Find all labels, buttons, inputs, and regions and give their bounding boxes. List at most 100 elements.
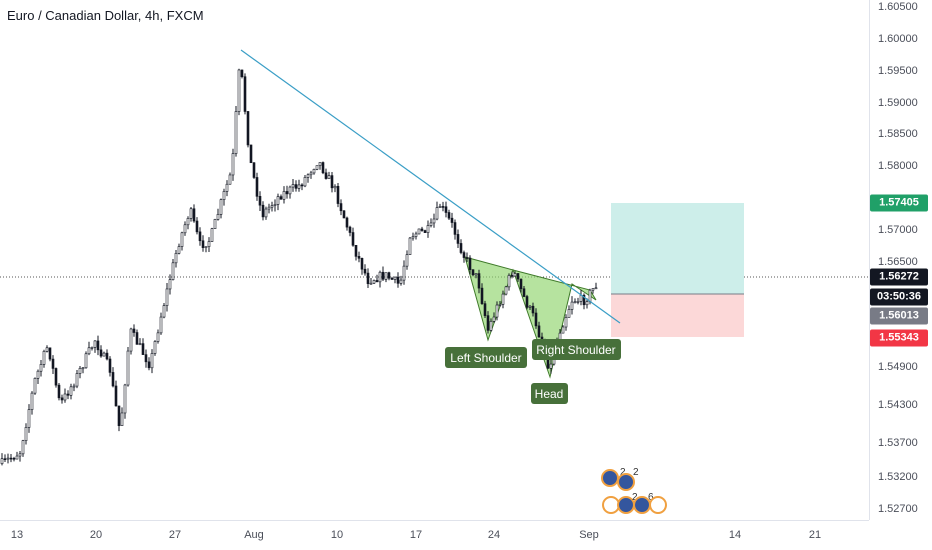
canada-flag-icon[interactable] xyxy=(649,496,667,514)
price-tick: 1.58000 xyxy=(878,160,918,172)
candle-body xyxy=(531,305,535,314)
candle-body xyxy=(273,204,277,206)
price-chart-canvas[interactable]: Left Shoulder Right Shoulder Head 2 2 2 … xyxy=(0,0,869,520)
event-count: 2 xyxy=(620,467,626,478)
candle-body xyxy=(480,287,484,304)
price-tick: 1.52700 xyxy=(878,503,918,515)
candle-body xyxy=(312,169,316,174)
time-tick: Aug xyxy=(244,529,264,541)
candle-body xyxy=(444,206,448,213)
candle-body xyxy=(150,353,154,369)
target-zone[interactable] xyxy=(611,203,744,294)
candle-body xyxy=(63,393,67,401)
candle-body xyxy=(513,273,517,277)
candle-body xyxy=(141,343,145,355)
candle-body xyxy=(363,268,367,274)
candle-body xyxy=(9,457,13,460)
candle-body xyxy=(582,294,586,306)
candle-body xyxy=(318,162,322,166)
candle-body xyxy=(165,288,169,306)
candle-body xyxy=(297,184,301,189)
price-tick: 1.57000 xyxy=(878,224,918,236)
candle-body xyxy=(39,364,43,372)
right-shoulder-text: Right Shoulder xyxy=(536,343,615,357)
candle-body xyxy=(222,191,226,200)
candle-body xyxy=(381,271,385,280)
candle-body xyxy=(564,317,568,328)
candle-body xyxy=(489,321,493,331)
candle-body xyxy=(495,304,499,318)
candle-body xyxy=(285,191,289,195)
left-shoulder-text: Left Shoulder xyxy=(450,351,521,365)
candle-body xyxy=(54,368,58,386)
economic-events[interactable]: 2 2 2 6 xyxy=(601,467,667,514)
candle-body xyxy=(48,347,52,360)
price-tick: 1.56500 xyxy=(878,256,918,268)
price-tick: 1.59000 xyxy=(878,97,918,109)
canada-flag-icon[interactable] xyxy=(602,496,620,514)
candle-body xyxy=(354,244,358,257)
candle-body xyxy=(333,185,337,189)
candle-body xyxy=(24,427,28,441)
candle-body xyxy=(351,232,355,246)
candle-body xyxy=(57,384,61,399)
candle-body xyxy=(519,278,523,290)
candle-body xyxy=(213,219,217,230)
candle-body xyxy=(117,405,121,426)
candle-body xyxy=(384,272,388,280)
symbol-title[interactable]: Euro / Canadian Dollar, 4h, FXCM xyxy=(7,8,204,23)
time-tick: 20 xyxy=(89,529,103,541)
price-tick: 1.53200 xyxy=(878,471,918,483)
candle-body xyxy=(249,144,253,164)
candle-body xyxy=(204,246,208,248)
candle-body xyxy=(270,205,274,208)
price-tick: 1.58500 xyxy=(878,128,918,140)
candle-body xyxy=(18,453,22,457)
candle-body xyxy=(138,343,142,345)
candle-body xyxy=(432,218,436,224)
candle-body xyxy=(0,458,4,465)
candle-body xyxy=(471,269,475,276)
head-label[interactable]: Head xyxy=(531,383,568,404)
candle-body xyxy=(456,234,460,244)
candle-body xyxy=(108,358,112,373)
candle-body xyxy=(483,303,487,316)
candle-body xyxy=(42,351,46,365)
candle-body xyxy=(216,214,220,220)
candle-body xyxy=(12,457,16,460)
candle-body xyxy=(522,288,526,297)
candle-body xyxy=(81,367,85,370)
left-shoulder-label[interactable]: Left Shoulder xyxy=(445,347,527,368)
candle-body xyxy=(225,183,229,192)
candle-body xyxy=(90,347,94,349)
candle-body xyxy=(228,174,232,185)
candle-body xyxy=(441,206,445,208)
candle-body xyxy=(321,162,325,174)
eu-flag-icon[interactable] xyxy=(601,469,619,487)
trendline[interactable] xyxy=(240,49,621,324)
current-price-badge: 1.56272 xyxy=(870,268,928,286)
candle-body xyxy=(411,236,415,239)
candle-body xyxy=(21,440,25,455)
candle-body xyxy=(336,185,340,204)
candle-body xyxy=(420,228,424,231)
candle-body xyxy=(111,372,115,387)
candle-body xyxy=(405,254,409,267)
candle-body xyxy=(261,204,265,218)
eu-flag-icon[interactable] xyxy=(617,473,635,491)
candle-body xyxy=(33,378,37,394)
candle-body xyxy=(72,385,76,388)
candle-body xyxy=(510,275,514,277)
right-shoulder-label[interactable]: Right Shoulder xyxy=(532,339,621,360)
stop-zone[interactable] xyxy=(611,294,744,337)
candle-body xyxy=(324,172,328,179)
candle-body xyxy=(231,153,235,176)
candle-body xyxy=(93,340,97,348)
candle-body xyxy=(135,332,139,345)
candle-body xyxy=(330,175,334,189)
candle-body xyxy=(498,304,502,306)
candle-body xyxy=(435,207,439,220)
price-tick: 1.59500 xyxy=(878,65,918,77)
candle-body xyxy=(75,373,79,387)
